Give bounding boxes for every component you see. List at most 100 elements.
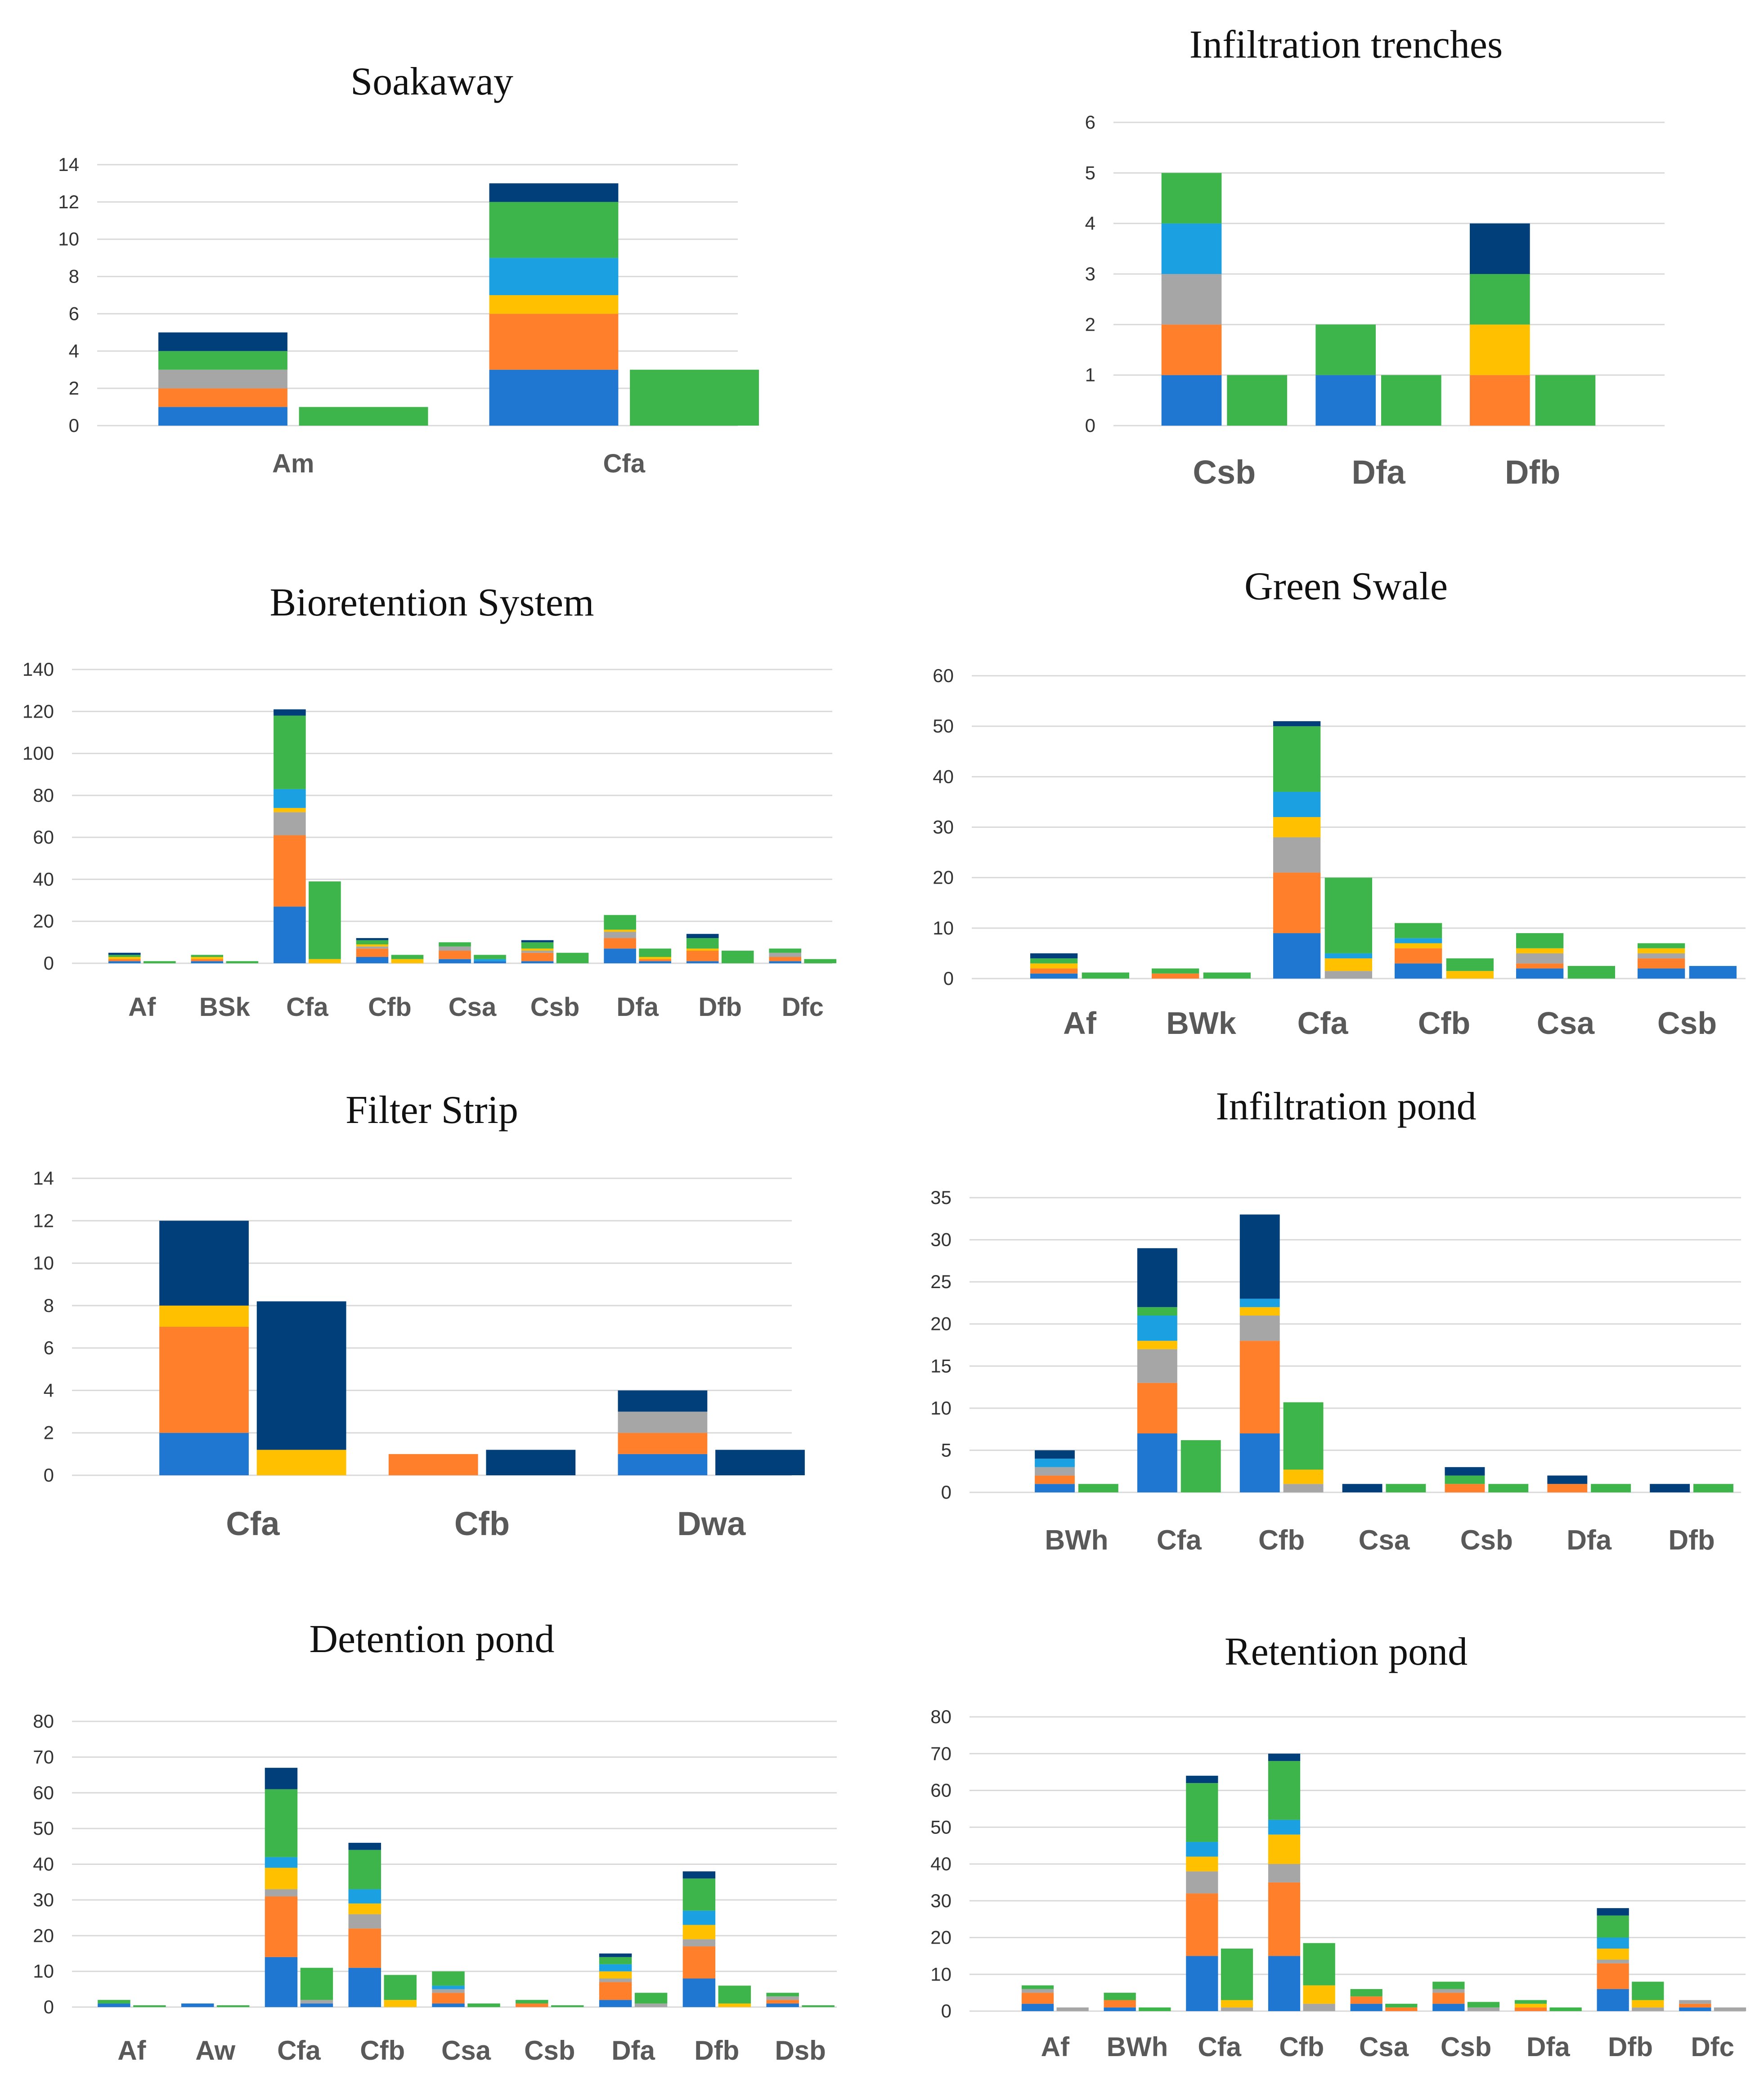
- bar-segment: [1268, 1956, 1301, 2011]
- x-tick-label: Csa: [441, 2035, 491, 2066]
- y-tick-label: 4: [1085, 213, 1095, 234]
- x-tick-label: BWh: [1045, 1525, 1108, 1556]
- y-tick-label: 10: [933, 917, 954, 939]
- x-tick-label: Dfa: [1567, 1525, 1611, 1556]
- bar-segment: [1186, 1871, 1218, 1894]
- chart-title: Green Swale: [1244, 565, 1448, 608]
- y-tick-label: 12: [58, 191, 79, 212]
- chart-title: Infiltration pond: [1216, 1085, 1476, 1128]
- bar-segment: [348, 1967, 381, 2007]
- bar-segment: [1161, 173, 1222, 224]
- bar-segment: [1470, 324, 1530, 375]
- bar-segment: [599, 1953, 632, 1957]
- bar-segment: [299, 407, 428, 426]
- bar-segment: [1591, 1484, 1631, 1492]
- bar-segment: [1516, 963, 1564, 969]
- bar-segment: [1470, 375, 1530, 426]
- bar-segment: [1394, 923, 1442, 939]
- x-tick-label: Af: [128, 993, 156, 1022]
- bar-segment: [356, 944, 389, 947]
- bar-segment: [1273, 726, 1321, 792]
- bar-segment: [1303, 2003, 1335, 2011]
- bar-segment: [1567, 966, 1616, 979]
- x-tick-label: Dfa: [1526, 2032, 1570, 2062]
- bar-segment: [1137, 1341, 1177, 1349]
- bar-segment: [769, 961, 802, 963]
- bar-segment: [630, 369, 759, 426]
- bar-segment: [1632, 2000, 1664, 2008]
- bar-segment: [1273, 837, 1321, 873]
- bar-segment: [1514, 2003, 1547, 2008]
- bar-segment: [1139, 2007, 1171, 2011]
- x-tick-label: Cfa: [277, 2035, 321, 2066]
- bar-segment: [639, 948, 671, 957]
- bar-segment: [604, 948, 636, 963]
- bar-segment: [256, 1450, 346, 1475]
- bar-segment: [1445, 1484, 1485, 1492]
- bar-segment: [766, 2000, 799, 2004]
- bar-segment: [300, 2003, 333, 2007]
- bar-segment: [1516, 933, 1564, 948]
- chart-green-swale: Green Swale 0 10 20 30 40 50 60 Af BWk Cfa Cfb Csa…: [933, 565, 1746, 1041]
- bar-segment: [1239, 1307, 1280, 1316]
- y-tick-label: 20: [933, 867, 954, 888]
- bar-segment: [1273, 933, 1321, 979]
- bar-segment: [1239, 1341, 1280, 1433]
- bar-segment: [1221, 1949, 1253, 2000]
- bar-segment: [1056, 2007, 1089, 2011]
- bar-segment: [384, 2000, 417, 2007]
- bar-segment: [348, 1889, 381, 1904]
- gridlines: [97, 164, 738, 427]
- bar-segment: [1535, 375, 1596, 426]
- bar-segment: [1021, 2003, 1054, 2011]
- bar-segment: [158, 388, 287, 407]
- bar-segment: [1679, 2007, 1711, 2011]
- chart-retention-pond: Retention pond 0 10 20 30 40 50 60 70 80 Af BWh Cf…: [930, 1630, 1746, 2062]
- x-axis-ticks: Csb Dfa Dfb: [1193, 454, 1560, 491]
- chart-title: Detention pond: [309, 1617, 554, 1661]
- y-tick-label: 10: [930, 1397, 952, 1419]
- bar-segment: [181, 2003, 214, 2007]
- y-tick-label: 0: [69, 415, 79, 436]
- bar-segment: [1186, 1956, 1218, 2011]
- bar-segment: [1637, 948, 1685, 953]
- bar-segment: [682, 1910, 716, 1925]
- bar-segment: [521, 952, 554, 961]
- bar-segment: [1637, 953, 1685, 959]
- y-tick-label: 3: [1085, 263, 1095, 284]
- y-tick-label: 120: [22, 701, 54, 722]
- bar-segment: [489, 258, 619, 295]
- bar-segment: [1186, 1841, 1218, 1857]
- y-tick-label: 25: [930, 1271, 952, 1292]
- x-tick-label: Am: [272, 449, 314, 478]
- bar-segment: [599, 1978, 632, 1982]
- y-tick-label: 6: [44, 1337, 54, 1358]
- bar-segment: [1516, 948, 1564, 953]
- bar-segment: [1104, 2007, 1136, 2011]
- bar-segment: [766, 1996, 799, 2000]
- x-tick-label: Dfc: [781, 993, 823, 1022]
- bar-segment: [108, 955, 141, 957]
- x-tick-label: Dfb: [1668, 1525, 1715, 1556]
- bar-segment: [639, 961, 671, 963]
- bar-segment: [766, 1993, 799, 1997]
- bar-segment: [98, 2003, 130, 2007]
- bar-segment: [309, 881, 341, 959]
- y-tick-label: 0: [1085, 415, 1095, 436]
- y-axis-ticks: 0 2 4 6 8 10 12 14: [58, 154, 79, 436]
- bar-segment: [1186, 1856, 1218, 1872]
- y-tick-label: 20: [930, 1313, 952, 1334]
- bar-segment: [439, 946, 471, 951]
- y-tick-label: 100: [22, 743, 54, 764]
- bar-segment: [489, 369, 619, 426]
- bar-segment: [216, 2005, 250, 2007]
- bar-segment: [1137, 1307, 1177, 1316]
- bar-segment: [1239, 1298, 1280, 1307]
- bar-segment: [356, 957, 389, 963]
- bar-segment: [1030, 958, 1078, 964]
- bar-segment: [682, 1939, 716, 1947]
- bar-segment: [265, 1768, 298, 1789]
- x-tick-label: Csa: [1359, 2032, 1409, 2062]
- bar-segment: [265, 1957, 298, 2007]
- y-tick-label: 50: [930, 1816, 952, 1837]
